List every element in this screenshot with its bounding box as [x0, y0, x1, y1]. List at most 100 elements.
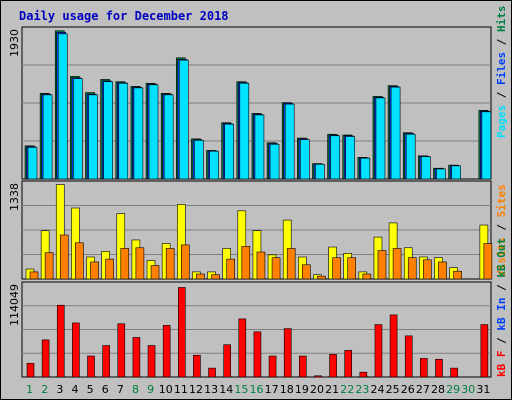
pages-bar	[269, 143, 280, 180]
pages-bar	[375, 97, 386, 180]
day-label: 20	[310, 383, 324, 396]
kbytes-bar	[283, 328, 292, 378]
kbytes-bar	[56, 304, 65, 378]
sites-bar	[423, 259, 432, 280]
day-label: 17	[265, 383, 279, 396]
day-label: 7	[117, 383, 124, 396]
pages-bar	[133, 87, 144, 180]
kbytes-bar	[389, 314, 398, 378]
kbytes-bar	[253, 331, 262, 378]
pages-bar	[451, 165, 461, 180]
sites-bar	[483, 243, 493, 280]
pages-bar	[118, 82, 129, 180]
sites-bar	[407, 257, 417, 280]
day-label: 18	[280, 383, 294, 396]
panel-2-max-label: 1338	[8, 183, 21, 211]
kbytes-bar	[420, 358, 428, 378]
pages-bar	[239, 82, 250, 180]
pages-bar	[73, 78, 83, 180]
pages-bar	[27, 147, 38, 180]
sites-bar	[453, 270, 462, 280]
sites-bar	[286, 248, 296, 280]
panel-1-max-label: 1930	[8, 29, 21, 57]
kbytes-bar	[177, 287, 186, 378]
pages-bar	[315, 164, 325, 180]
kbytes-bar	[41, 339, 50, 378]
sites-bar	[180, 244, 190, 280]
pages-bar	[405, 133, 416, 180]
kbytes-bar	[72, 322, 80, 378]
side-label-visits-sites: Visits / Sites	[495, 184, 508, 277]
day-label: 14	[219, 383, 233, 396]
day-label: 9	[147, 383, 154, 396]
pages-bar	[194, 140, 204, 180]
day-label: 30	[461, 383, 475, 396]
side-label-hits-files-pages: Pages / Files / Hits	[495, 6, 508, 139]
sites-bar	[347, 257, 357, 280]
kbytes-bar	[480, 324, 489, 378]
pages-bar	[224, 123, 234, 180]
day-label: 10	[159, 383, 173, 396]
sites-bar	[105, 258, 114, 280]
day-label: 21	[325, 383, 339, 396]
sites-bar	[211, 274, 220, 280]
kbytes-bar	[223, 344, 231, 378]
sites-bar	[165, 248, 175, 280]
pages-bar	[390, 86, 401, 180]
day-label: 13	[204, 383, 218, 396]
day-label: 15	[234, 383, 248, 396]
pages-bar	[163, 94, 174, 180]
pages-bar	[254, 114, 265, 180]
kbytes-bar	[193, 354, 201, 378]
pages-bar	[178, 59, 189, 180]
sites-bar	[120, 248, 130, 280]
side-label-kbytes: kB F / kB In / kB Out	[495, 238, 508, 377]
sites-bar	[196, 273, 205, 280]
sites-bar	[332, 257, 341, 280]
pages-bar	[57, 33, 68, 180]
day-label: 8	[132, 383, 139, 396]
pages-bar	[284, 103, 295, 180]
sites-bar	[241, 246, 251, 280]
sites-bar	[392, 248, 402, 280]
pages-bar	[421, 156, 431, 180]
day-label: 3	[56, 383, 63, 396]
sites-bar	[377, 250, 387, 280]
kbytes-bar	[374, 324, 383, 378]
day-label: 11	[174, 383, 188, 396]
kbytes-bar	[102, 345, 110, 378]
sites-bar	[226, 258, 235, 280]
kbytes-bar	[450, 367, 458, 378]
sites-bar	[44, 252, 54, 280]
sites-bar	[302, 264, 311, 280]
kbytes-bar	[268, 355, 277, 378]
kbytes-bar	[147, 345, 156, 378]
kbytes-bar	[359, 371, 368, 378]
pages-bar	[209, 150, 219, 180]
pages-bar	[436, 168, 446, 180]
day-label: 5	[87, 383, 94, 396]
day-label: 31	[476, 383, 490, 396]
pages-bar	[103, 81, 113, 180]
sites-bar	[256, 251, 266, 280]
kbytes-bar	[117, 323, 126, 378]
sites-bar	[150, 265, 160, 280]
kbytes-bar	[299, 355, 307, 378]
day-label: 12	[189, 383, 203, 396]
pages-bar	[360, 157, 371, 180]
pages-bar	[481, 111, 492, 180]
sites-bar	[271, 257, 281, 280]
kbytes-bar	[238, 318, 247, 378]
sites-bar	[438, 261, 447, 280]
sites-bar	[75, 242, 84, 280]
pages-bar	[42, 94, 53, 180]
kbytes-bar	[87, 355, 95, 378]
kbytes-bar	[208, 367, 216, 378]
day-label: 27	[416, 383, 430, 396]
day-label: 16	[250, 383, 264, 396]
day-label: 4	[71, 383, 78, 396]
sites-bar	[317, 275, 326, 280]
pages-bar	[300, 139, 310, 180]
day-label: 25	[386, 383, 400, 396]
day-label: 26	[401, 383, 415, 396]
